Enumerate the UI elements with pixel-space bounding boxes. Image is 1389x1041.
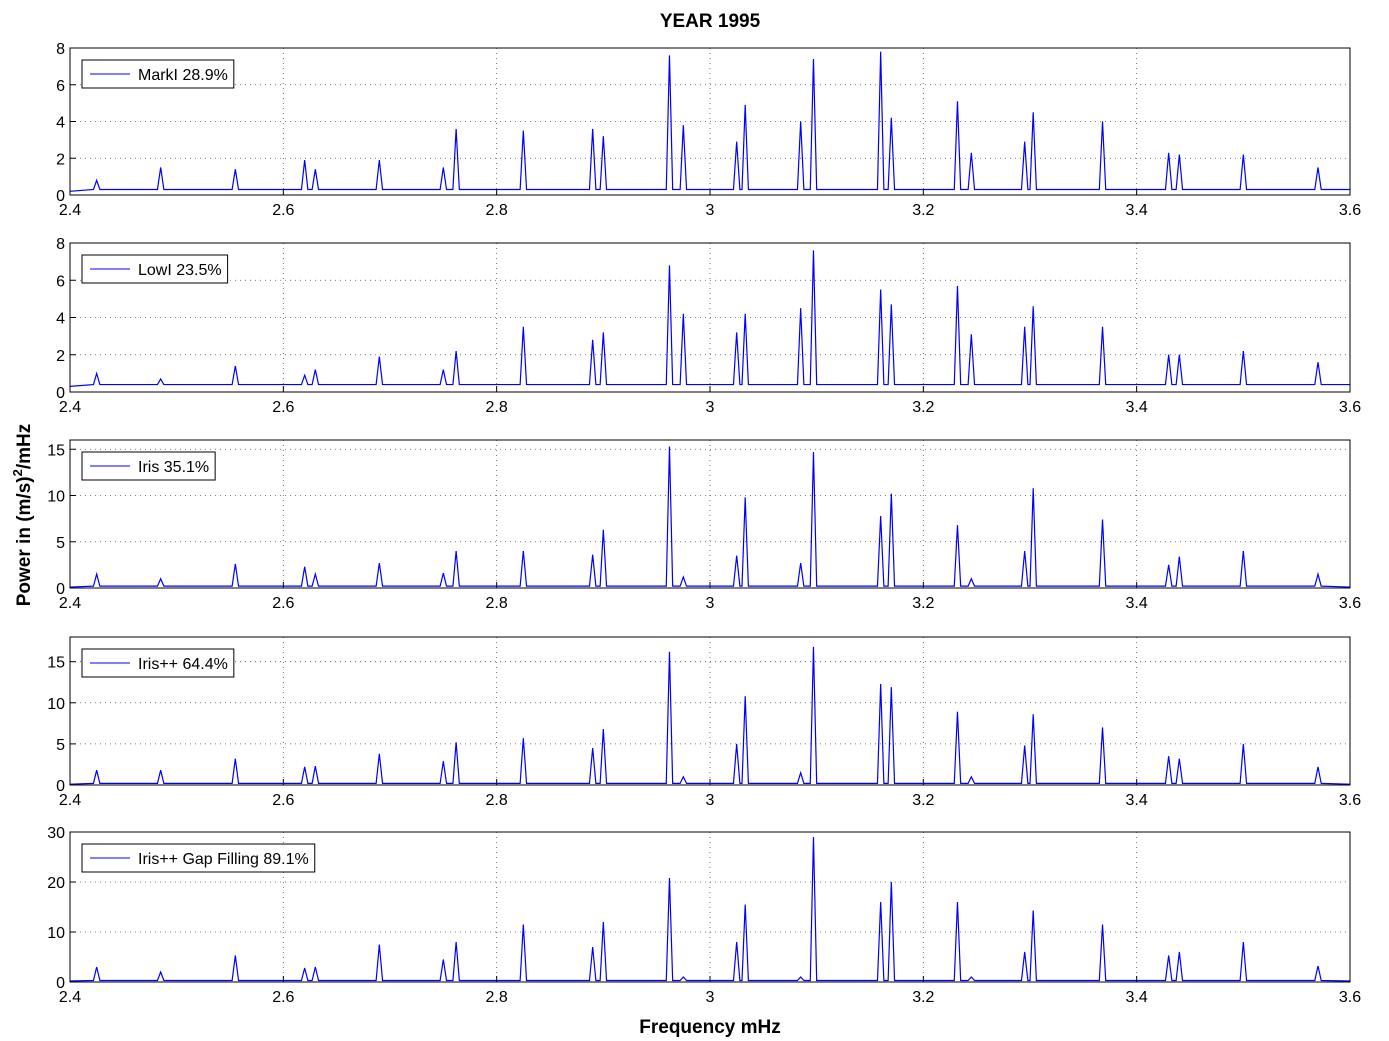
subplot: 2.4 2.6 2.8 3 3.2 3.4 3.6 0 5 10 15 Iris++ 64.4%: [47, 636, 1361, 809]
x-tick-label: 2.6: [272, 399, 294, 416]
legend: Iris 35.1%: [81, 451, 216, 481]
subplot: 2.4 2.6 2.8 3 3.2 3.4 3.6 0 2 4 6 8 LowI 23.5%: [56, 236, 1361, 416]
x-tick-label: 3.2: [912, 399, 934, 416]
y-tick-label: 8: [56, 41, 65, 58]
y-tick-label: 15: [47, 442, 65, 459]
x-tick-label: 2.8: [486, 202, 508, 219]
legend-label: Iris 35.1%: [138, 459, 209, 476]
subplot: 2.4 2.6 2.8 3 3.2 3.4 3.6 0 2 4 6 8 MarkI 28.9%: [56, 41, 1361, 219]
legend: Iris++ Gap Filling 89.1%: [81, 843, 316, 873]
y-tick-label: 4: [56, 311, 65, 328]
spectrum-line: [69, 836, 1351, 982]
y-axis-label: Power in (m/s)2/mHz: [10, 424, 35, 607]
x-tick-label: 2.4: [59, 399, 81, 416]
x-tick-label: 2.6: [272, 989, 294, 1006]
legend: LowI 23.5%: [81, 254, 229, 284]
x-tick-label: 3.4: [1126, 595, 1148, 612]
subplot: 2.4 2.6 2.8 3 3.2 3.4 3.6 0 10 20 30 Iris++ Gap Fil…: [47, 825, 1361, 1006]
y-tick-label: 0: [56, 778, 65, 795]
legend-box: [81, 254, 229, 284]
x-tick-label: 3.6: [1339, 989, 1361, 1006]
x-tick-label: 3.6: [1339, 792, 1361, 809]
y-tick-label: 5: [56, 737, 65, 754]
y-tick-label: 0: [56, 581, 65, 598]
y-tick-label: 2: [56, 348, 65, 365]
legend: MarkI 28.9%: [81, 59, 235, 89]
x-tick-label: 3: [706, 399, 715, 416]
y-tick-label: 5: [56, 535, 65, 552]
y-tick-label: 15: [47, 655, 65, 672]
axes-frame: [69, 47, 1351, 196]
x-tick-label: 3.4: [1126, 989, 1148, 1006]
y-tick-label: 0: [56, 975, 65, 992]
x-tick-label: 3.6: [1339, 399, 1361, 416]
legend-label: LowI 23.5%: [138, 262, 222, 279]
x-tick-label: 3.2: [912, 202, 934, 219]
legend-label: MarkI 28.9%: [138, 67, 228, 84]
x-tick-label: 2.8: [486, 399, 508, 416]
axes-frame: [69, 439, 1351, 589]
y-tick-label: 6: [56, 273, 65, 290]
y-tick-label: 6: [56, 78, 65, 95]
y-tick-label: 8: [56, 236, 65, 253]
x-tick-label: 2.4: [59, 595, 81, 612]
x-tick-label: 3.4: [1126, 399, 1148, 416]
x-tick-label: 3: [706, 792, 715, 809]
x-tick-label: 2.8: [486, 989, 508, 1006]
x-tick-label: 2.8: [486, 595, 508, 612]
y-axis-label-sup: 2: [10, 469, 25, 476]
x-axis-label: Frequency mHz: [639, 1017, 780, 1038]
x-tick-label: 2.6: [272, 595, 294, 612]
y-tick-label: 2: [56, 151, 65, 168]
x-tick-label: 3.2: [912, 989, 934, 1006]
y-tick-label: 10: [47, 925, 65, 942]
y-tick-label: 30: [47, 825, 65, 842]
legend-label: Iris++ 64.4%: [138, 656, 228, 673]
x-tick-label: 2.4: [59, 792, 81, 809]
x-tick-label: 2.4: [59, 989, 81, 1006]
x-tick-label: 3.4: [1126, 202, 1148, 219]
subplot: 2.4 2.6 2.8 3 3.2 3.4 3.6 0 5 10 15 Iris 35.1%: [47, 439, 1361, 612]
spectrum-line: [69, 646, 1351, 785]
spectrum-line: [69, 250, 1350, 388]
x-tick-label: 3.4: [1126, 792, 1148, 809]
y-axis-label-part: /mHz: [14, 424, 35, 469]
y-tick-label: 10: [47, 696, 65, 713]
y-tick-label: 10: [47, 489, 65, 506]
legend-label: Iris++ Gap Filling 89.1%: [138, 851, 309, 868]
x-tick-label: 3.6: [1339, 202, 1361, 219]
x-tick-label: 3: [706, 595, 715, 612]
x-tick-label: 2.4: [59, 202, 81, 219]
x-tick-label: 2.6: [272, 792, 294, 809]
y-axis-label-part: Power in (m/s): [14, 476, 35, 606]
y-tick-label: 4: [56, 115, 65, 132]
x-tick-label: 3.6: [1339, 595, 1361, 612]
x-tick-label: 3: [706, 989, 715, 1006]
x-tick-label: 3.2: [912, 792, 934, 809]
y-tick-label: 0: [56, 385, 65, 402]
x-tick-label: 2.6: [272, 202, 294, 219]
y-tick-label: 0: [56, 188, 65, 205]
y-tick-label: 20: [47, 875, 65, 892]
legend: Iris++ 64.4%: [81, 648, 235, 678]
axes-frame: [69, 831, 1351, 983]
legend-box: [81, 843, 316, 873]
x-tick-label: 3: [706, 202, 715, 219]
x-tick-label: 3.2: [912, 595, 934, 612]
axes-frame: [69, 242, 1351, 393]
axes-frame: [69, 636, 1351, 786]
x-tick-label: 2.8: [486, 792, 508, 809]
spectrum-line: [69, 446, 1351, 588]
figure-title: YEAR 1995: [660, 11, 761, 32]
spectrum-line: [69, 51, 1350, 192]
